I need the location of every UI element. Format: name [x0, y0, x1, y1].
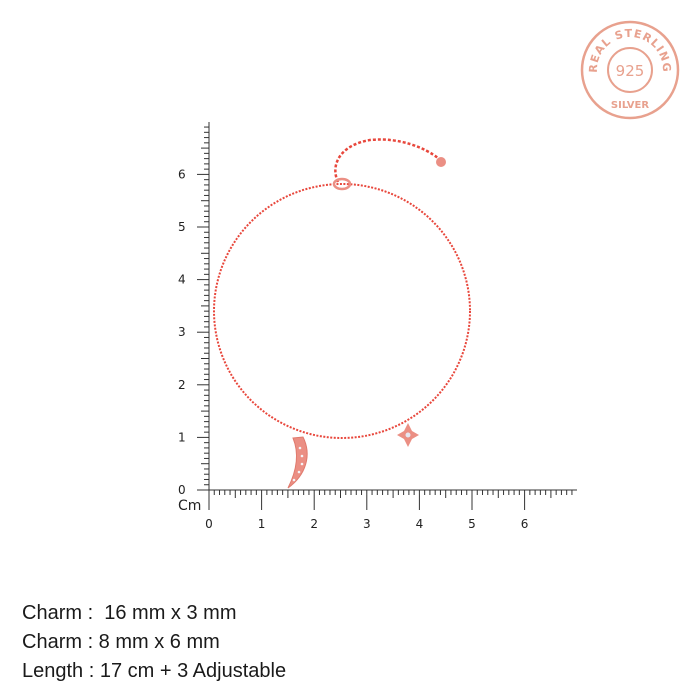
vertical-ruler-label: 6 — [178, 167, 186, 181]
horizontal-ruler-label: 4 — [416, 517, 424, 531]
vertical-ruler-label: 0 — [178, 483, 186, 497]
horizontal-ruler-label: 3 — [363, 517, 371, 531]
spec-value: 17 cm + 3 Adjustable — [94, 660, 287, 682]
vertical-ruler-label: 4 — [178, 273, 186, 287]
lobster-clasp — [332, 177, 352, 191]
moon-charm — [287, 436, 308, 489]
spec-value: 16 mm x 3 mm — [93, 602, 237, 624]
horizontal-ruler-label: 1 — [258, 517, 266, 531]
sterling-silver-seal: REAL STERLING 925 SILVER — [580, 20, 680, 120]
spec-line-length: Length : 17 cm + 3 Adjustable — [22, 660, 286, 683]
vertical-ruler — [197, 122, 210, 491]
horizontal-ruler — [208, 489, 577, 510]
spec-label: Charm : — [22, 602, 94, 624]
vertical-ruler-label: 5 — [178, 220, 186, 234]
horizontal-ruler-label: 5 — [468, 517, 476, 531]
horizontal-ruler-label: 6 — [521, 517, 529, 531]
seal-bottom-text: SILVER — [611, 100, 649, 111]
extender-end-charm — [436, 157, 446, 167]
seal-center-text: 925 — [616, 62, 645, 80]
horizontal-ruler-label: 0 — [205, 517, 213, 531]
horizontal-ruler-label: 2 — [310, 517, 318, 531]
vertical-ruler-label: 1 — [178, 430, 186, 444]
spec-value: 8 mm x 6 mm — [93, 631, 220, 653]
bracelet-chain — [213, 183, 471, 439]
vertical-ruler-label: 2 — [178, 378, 186, 392]
extender-chain — [334, 138, 439, 183]
bracelet — [213, 138, 471, 489]
spec-line-charm-star: Charm : 8 mm x 6 mm — [22, 631, 220, 654]
moon-stones — [292, 446, 304, 482]
star-stone — [405, 432, 411, 438]
spec-line-charm-moon: Charm : 16 mm x 3 mm — [22, 602, 236, 625]
spec-label: Length : — [22, 660, 95, 682]
spec-label: Charm : — [22, 631, 94, 653]
vertical-ruler-label: 3 — [178, 325, 186, 339]
unit-label: Cm — [178, 498, 201, 514]
